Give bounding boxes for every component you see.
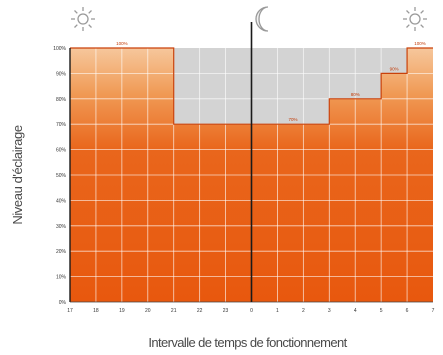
y-tick-label: 60% [56,148,67,154]
x-tick-label: 19 [119,308,125,314]
y-tick-label: 40% [56,198,67,204]
y-tick-label: 30% [56,224,67,230]
y-tick-label: 0% [59,300,67,306]
data-label: 80% [351,92,360,97]
data-label: 100% [414,41,426,46]
y-tick-label: 90% [56,71,67,77]
x-tick-label: 0 [250,308,253,314]
x-tick-label: 17 [67,308,73,314]
x-tick-label: 7 [432,308,435,314]
data-label: 70% [288,117,297,122]
x-tick-label: 2 [302,308,305,314]
data-label: 90% [390,66,399,71]
x-axis-title: Intervalle de temps de fonctionnement [148,335,347,350]
sun-icon [71,7,95,31]
data-label: 100% [116,41,128,46]
x-tick-label: 20 [145,308,151,314]
step-line [70,47,433,125]
x-tick-label: 21 [171,308,177,314]
sun-icon [403,7,427,31]
x-tick-label: 1 [276,308,279,314]
x-tick-label: 18 [93,308,99,314]
x-tick-label: 6 [406,308,409,314]
y-tick-label: 10% [56,275,67,281]
x-tick-label: 4 [354,308,357,314]
y-tick-label: 100% [53,46,66,52]
x-tick-label: 22 [197,308,203,314]
y-tick-label: 20% [56,249,67,255]
x-tick-label: 23 [223,308,229,314]
y-tick-label: 70% [56,122,67,128]
y-tick-label: 80% [56,97,67,103]
x-tick-label: 3 [328,308,331,314]
moon-icon [255,6,269,32]
y-tick-label: 50% [56,173,67,179]
x-tick-label: 5 [380,308,383,314]
y-axis-title: Niveau d'éclairage [10,125,25,225]
